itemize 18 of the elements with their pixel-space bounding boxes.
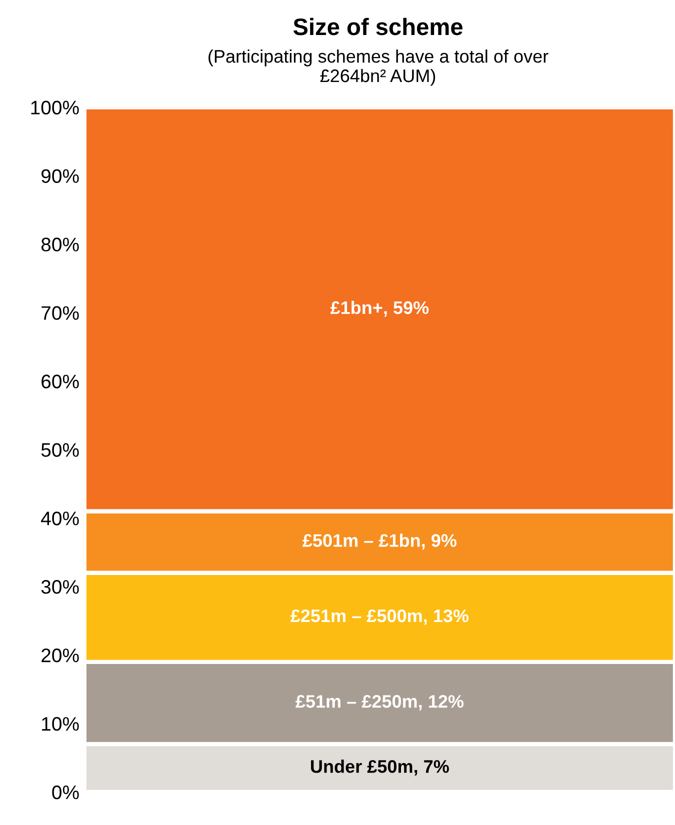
- chart-title: Size of scheme: [293, 18, 462, 36]
- y-tick-label: 70%: [42, 306, 79, 320]
- y-tick-label: 90%: [42, 169, 79, 183]
- chart-subtitle: (Participating schemes have a total of over £264bn² AUM): [208, 50, 548, 86]
- data-label: £251m – £500m, 13%: [290, 609, 469, 625]
- data-label: Under £50m, 7%: [311, 760, 449, 776]
- y-tick-label: 30%: [41, 580, 79, 594]
- data-label: £1bn+, 59%: [330, 300, 429, 317]
- data-label: £51m – £250m, 12%: [296, 695, 464, 710]
- y-tick-label: 60%: [42, 374, 79, 388]
- y-tick-label: 100%: [31, 100, 79, 114]
- y-tick-label: 80%: [41, 238, 79, 252]
- data-label: £501m – £1bn, 9%: [302, 534, 456, 550]
- y-tick-label: 50%: [41, 443, 79, 457]
- y-tick-label: 0%: [52, 785, 79, 800]
- y-tick-label: 10%: [42, 716, 79, 731]
- y-tick-label: 40%: [41, 512, 79, 526]
- y-tick-label: 20%: [42, 648, 79, 662]
